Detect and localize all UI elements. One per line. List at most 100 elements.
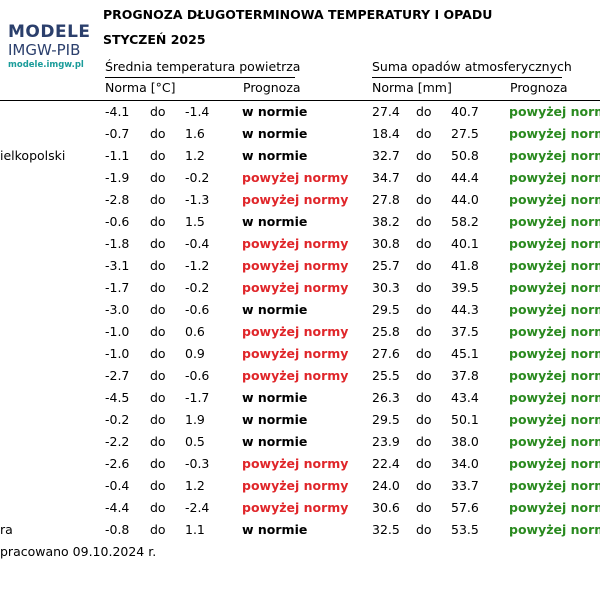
temp-high: -1.3 [185, 192, 210, 207]
range-separator: do [150, 302, 166, 317]
precip-high: 45.1 [451, 346, 479, 361]
precip-high: 58.2 [451, 214, 479, 229]
precip-forecast: powyżej normy [509, 258, 600, 273]
temp-high: -1.2 [185, 258, 210, 273]
range-separator: do [416, 456, 432, 471]
logo-url: modele.imgw.pl [8, 60, 84, 70]
subtitle: STYCZEŃ 2025 [103, 32, 206, 47]
range-separator: do [416, 302, 432, 317]
precip-high: 37.8 [451, 368, 479, 383]
column-header: Norma [°C] [105, 80, 176, 95]
temp-high: 0.6 [185, 324, 205, 339]
precip-forecast: powyżej normy [509, 192, 600, 207]
group-header: Średnia temperatura powietrza [105, 59, 301, 74]
temp-low: -1.0 [105, 324, 130, 339]
precip-forecast: powyżej normy [509, 346, 600, 361]
precip-low: 22.4 [372, 456, 400, 471]
temp-high: -0.2 [185, 170, 210, 185]
range-separator: do [150, 126, 166, 141]
range-separator: do [416, 500, 432, 515]
precip-forecast: powyżej normy [509, 214, 600, 229]
column-header: Prognoza [243, 80, 301, 95]
range-separator: do [150, 368, 166, 383]
range-separator: do [416, 170, 432, 185]
temp-forecast: w normie [242, 412, 308, 427]
temp-high: 1.6 [185, 126, 205, 141]
temp-low: -4.1 [105, 104, 130, 119]
temp-low: -2.7 [105, 368, 130, 383]
temp-high: -0.3 [185, 456, 210, 471]
range-separator: do [150, 478, 166, 493]
range-separator: do [416, 390, 432, 405]
precip-low: 30.6 [372, 500, 400, 515]
precip-high: 41.8 [451, 258, 479, 273]
range-separator: do [416, 126, 432, 141]
temp-forecast: w normie [242, 148, 308, 163]
range-separator: do [416, 324, 432, 339]
temp-forecast: powyżej normy [242, 500, 349, 515]
range-separator: do [150, 170, 166, 185]
precip-high: 40.7 [451, 104, 479, 119]
temp-low: -1.1 [105, 148, 130, 163]
temp-low: -1.8 [105, 236, 130, 251]
column-header: Prognoza [510, 80, 568, 95]
range-separator: do [150, 456, 166, 471]
range-separator: do [416, 258, 432, 273]
precip-high: 44.0 [451, 192, 479, 207]
temp-low: -4.5 [105, 390, 130, 405]
precip-high: 33.7 [451, 478, 479, 493]
temp-low: -4.4 [105, 500, 130, 515]
precip-low: 32.7 [372, 148, 400, 163]
precip-low: 25.7 [372, 258, 400, 273]
temp-forecast: powyżej normy [242, 236, 349, 251]
temp-low: -0.2 [105, 412, 130, 427]
range-separator: do [150, 346, 166, 361]
precip-high: 53.5 [451, 522, 479, 537]
precip-low: 30.8 [372, 236, 400, 251]
temp-low: -0.6 [105, 214, 130, 229]
range-separator: do [416, 434, 432, 449]
range-separator: do [150, 192, 166, 207]
precip-forecast: powyżej normy [509, 280, 600, 295]
temp-forecast: w normie [242, 126, 308, 141]
temp-high: -0.6 [185, 368, 210, 383]
temp-forecast: w normie [242, 522, 308, 537]
precip-forecast: powyżej normy [509, 434, 600, 449]
precip-low: 29.5 [372, 412, 400, 427]
temp-forecast: w normie [242, 104, 308, 119]
precip-forecast: powyżej normy [509, 126, 600, 141]
temp-high: 0.9 [185, 346, 205, 361]
range-separator: do [150, 324, 166, 339]
range-separator: do [416, 412, 432, 427]
column-header: Norma [mm] [372, 80, 452, 95]
region: ra [0, 522, 13, 537]
precip-forecast: powyżej normy [509, 500, 600, 515]
precip-forecast: powyżej normy [509, 390, 600, 405]
precip-low: 25.5 [372, 368, 400, 383]
temp-low: -3.0 [105, 302, 130, 317]
range-separator: do [416, 478, 432, 493]
precip-low: 24.0 [372, 478, 400, 493]
temp-high: -0.6 [185, 302, 210, 317]
temp-forecast: powyżej normy [242, 170, 349, 185]
temp-forecast: powyżej normy [242, 324, 349, 339]
range-separator: do [150, 434, 166, 449]
precip-forecast: powyżej normy [509, 148, 600, 163]
temp-high: -0.4 [185, 236, 210, 251]
precip-high: 44.4 [451, 170, 479, 185]
range-separator: do [150, 104, 166, 119]
temp-forecast: w normie [242, 390, 308, 405]
precip-forecast: powyżej normy [509, 368, 600, 383]
temp-low: -2.2 [105, 434, 130, 449]
range-separator: do [150, 500, 166, 515]
temp-forecast: w normie [242, 434, 308, 449]
precip-forecast: powyżej normy [509, 478, 600, 493]
precip-forecast: powyżej normy [509, 236, 600, 251]
precip-high: 44.3 [451, 302, 479, 317]
precip-high: 40.1 [451, 236, 479, 251]
temp-high: 0.5 [185, 434, 205, 449]
temp-forecast: powyżej normy [242, 456, 349, 471]
range-separator: do [150, 280, 166, 295]
temp-low: -0.4 [105, 478, 130, 493]
